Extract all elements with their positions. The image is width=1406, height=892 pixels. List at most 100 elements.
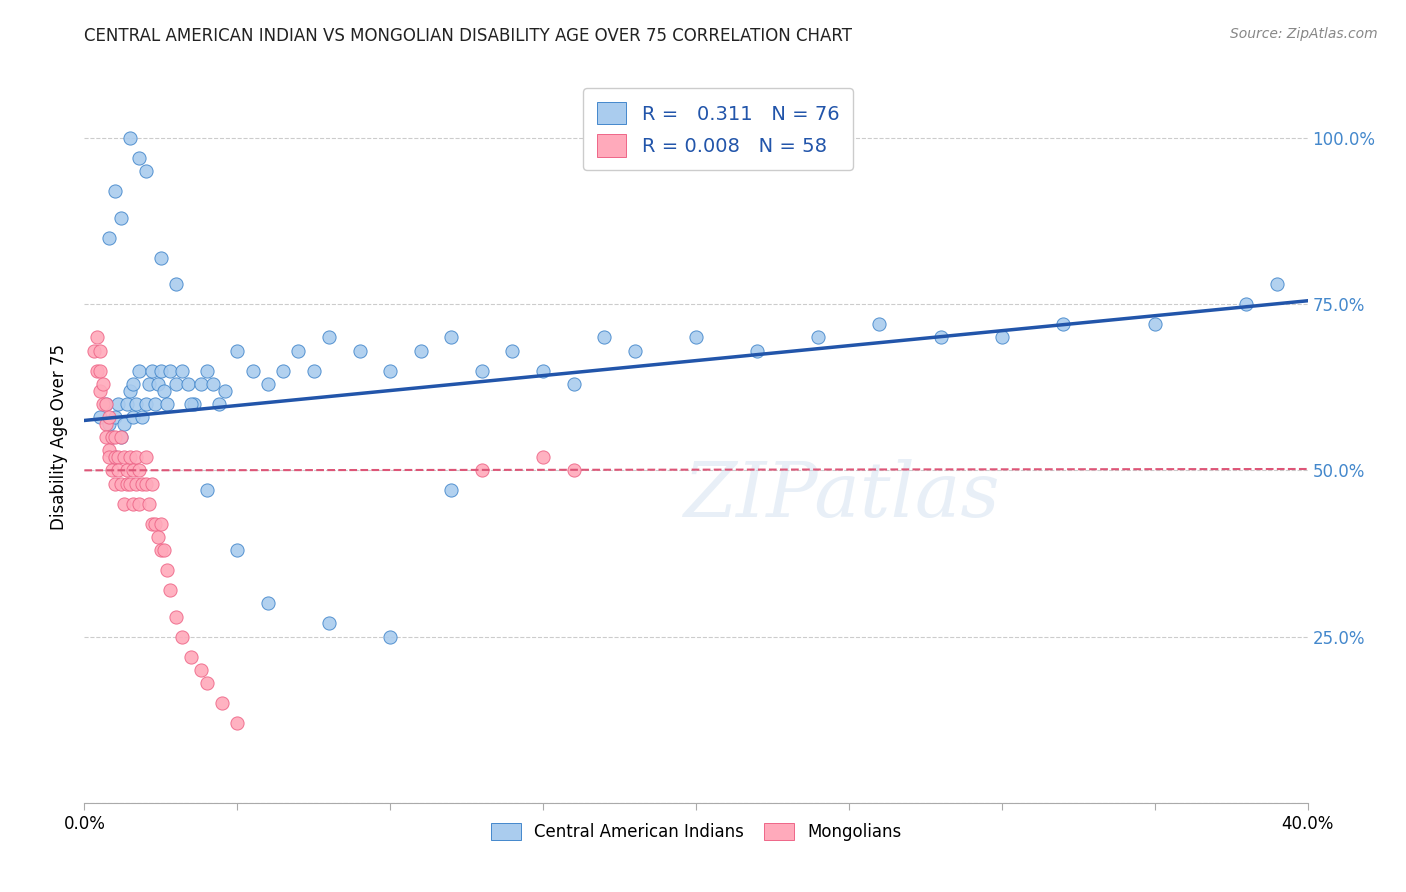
Point: [593, 330, 616, 344]
Point: [257, 596, 280, 610]
Point: [318, 330, 340, 344]
Point: [94, 397, 117, 411]
Point: [138, 497, 160, 511]
Point: [149, 543, 172, 558]
Point: [211, 696, 233, 710]
Point: [685, 330, 707, 344]
Point: [89, 384, 111, 398]
Point: [110, 476, 132, 491]
Point: [131, 476, 153, 491]
Point: [91, 376, 114, 391]
Point: [120, 384, 142, 398]
Point: [104, 410, 127, 425]
Point: [747, 343, 769, 358]
Point: [172, 630, 194, 644]
Point: [89, 343, 111, 358]
Point: [135, 450, 157, 464]
Text: CENTRAL AMERICAN INDIAN VS MONGOLIAN DISABILITY AGE OVER 75 CORRELATION CHART: CENTRAL AMERICAN INDIAN VS MONGOLIAN DIS…: [84, 27, 852, 45]
Point: [869, 317, 891, 331]
Point: [180, 649, 202, 664]
Point: [97, 417, 120, 431]
Point: [226, 543, 249, 558]
Point: [146, 376, 169, 391]
Point: [104, 450, 127, 464]
Point: [138, 376, 160, 391]
Point: [929, 330, 952, 344]
Point: [502, 343, 524, 358]
Point: [302, 363, 325, 377]
Point: [125, 450, 148, 464]
Point: [156, 397, 179, 411]
Point: [214, 384, 236, 398]
Point: [122, 376, 145, 391]
Point: [135, 164, 157, 178]
Point: [149, 251, 172, 265]
Point: [159, 582, 181, 597]
Point: [195, 483, 218, 498]
Point: [97, 450, 120, 464]
Point: [110, 430, 132, 444]
Point: [86, 363, 108, 377]
Point: [101, 430, 124, 444]
Point: [128, 463, 150, 477]
Point: [128, 151, 150, 165]
Point: [195, 676, 218, 690]
Point: [83, 343, 105, 358]
Point: [94, 397, 117, 411]
Point: [104, 430, 127, 444]
Point: [177, 376, 200, 391]
Point: [165, 277, 187, 292]
Point: [153, 384, 176, 398]
Point: [91, 397, 114, 411]
Point: [94, 417, 117, 431]
Point: [143, 516, 166, 531]
Point: [562, 463, 585, 477]
Point: [156, 563, 179, 577]
Point: [226, 343, 249, 358]
Point: [141, 516, 163, 531]
Point: [149, 516, 172, 531]
Point: [122, 463, 145, 477]
Point: [1236, 297, 1258, 311]
Point: [115, 463, 138, 477]
Point: [97, 230, 120, 244]
Point: [226, 716, 249, 731]
Point: [318, 616, 340, 631]
Point: [125, 397, 148, 411]
Point: [141, 476, 163, 491]
Point: [107, 450, 129, 464]
Point: [159, 363, 181, 377]
Point: [86, 330, 108, 344]
Point: [440, 483, 463, 498]
Point: [153, 543, 176, 558]
Point: [112, 450, 135, 464]
Legend: Central American Indians, Mongolians: Central American Indians, Mongolians: [482, 814, 910, 849]
Point: [128, 363, 150, 377]
Point: [149, 363, 172, 377]
Point: [165, 376, 187, 391]
Point: [180, 397, 202, 411]
Point: [122, 497, 145, 511]
Point: [349, 343, 371, 358]
Point: [94, 430, 117, 444]
Point: [101, 430, 124, 444]
Point: [146, 530, 169, 544]
Point: [409, 343, 432, 358]
Point: [97, 410, 120, 425]
Text: ZIPatlas: ZIPatlas: [685, 458, 1001, 533]
Point: [107, 397, 129, 411]
Point: [131, 410, 153, 425]
Point: [195, 363, 218, 377]
Point: [101, 463, 124, 477]
Point: [135, 397, 157, 411]
Point: [991, 330, 1014, 344]
Point: [107, 463, 129, 477]
Point: [97, 443, 120, 458]
Point: [143, 397, 166, 411]
Point: [1052, 317, 1074, 331]
Point: [287, 343, 309, 358]
Point: [380, 363, 402, 377]
Point: [120, 131, 142, 145]
Point: [208, 397, 231, 411]
Point: [807, 330, 830, 344]
